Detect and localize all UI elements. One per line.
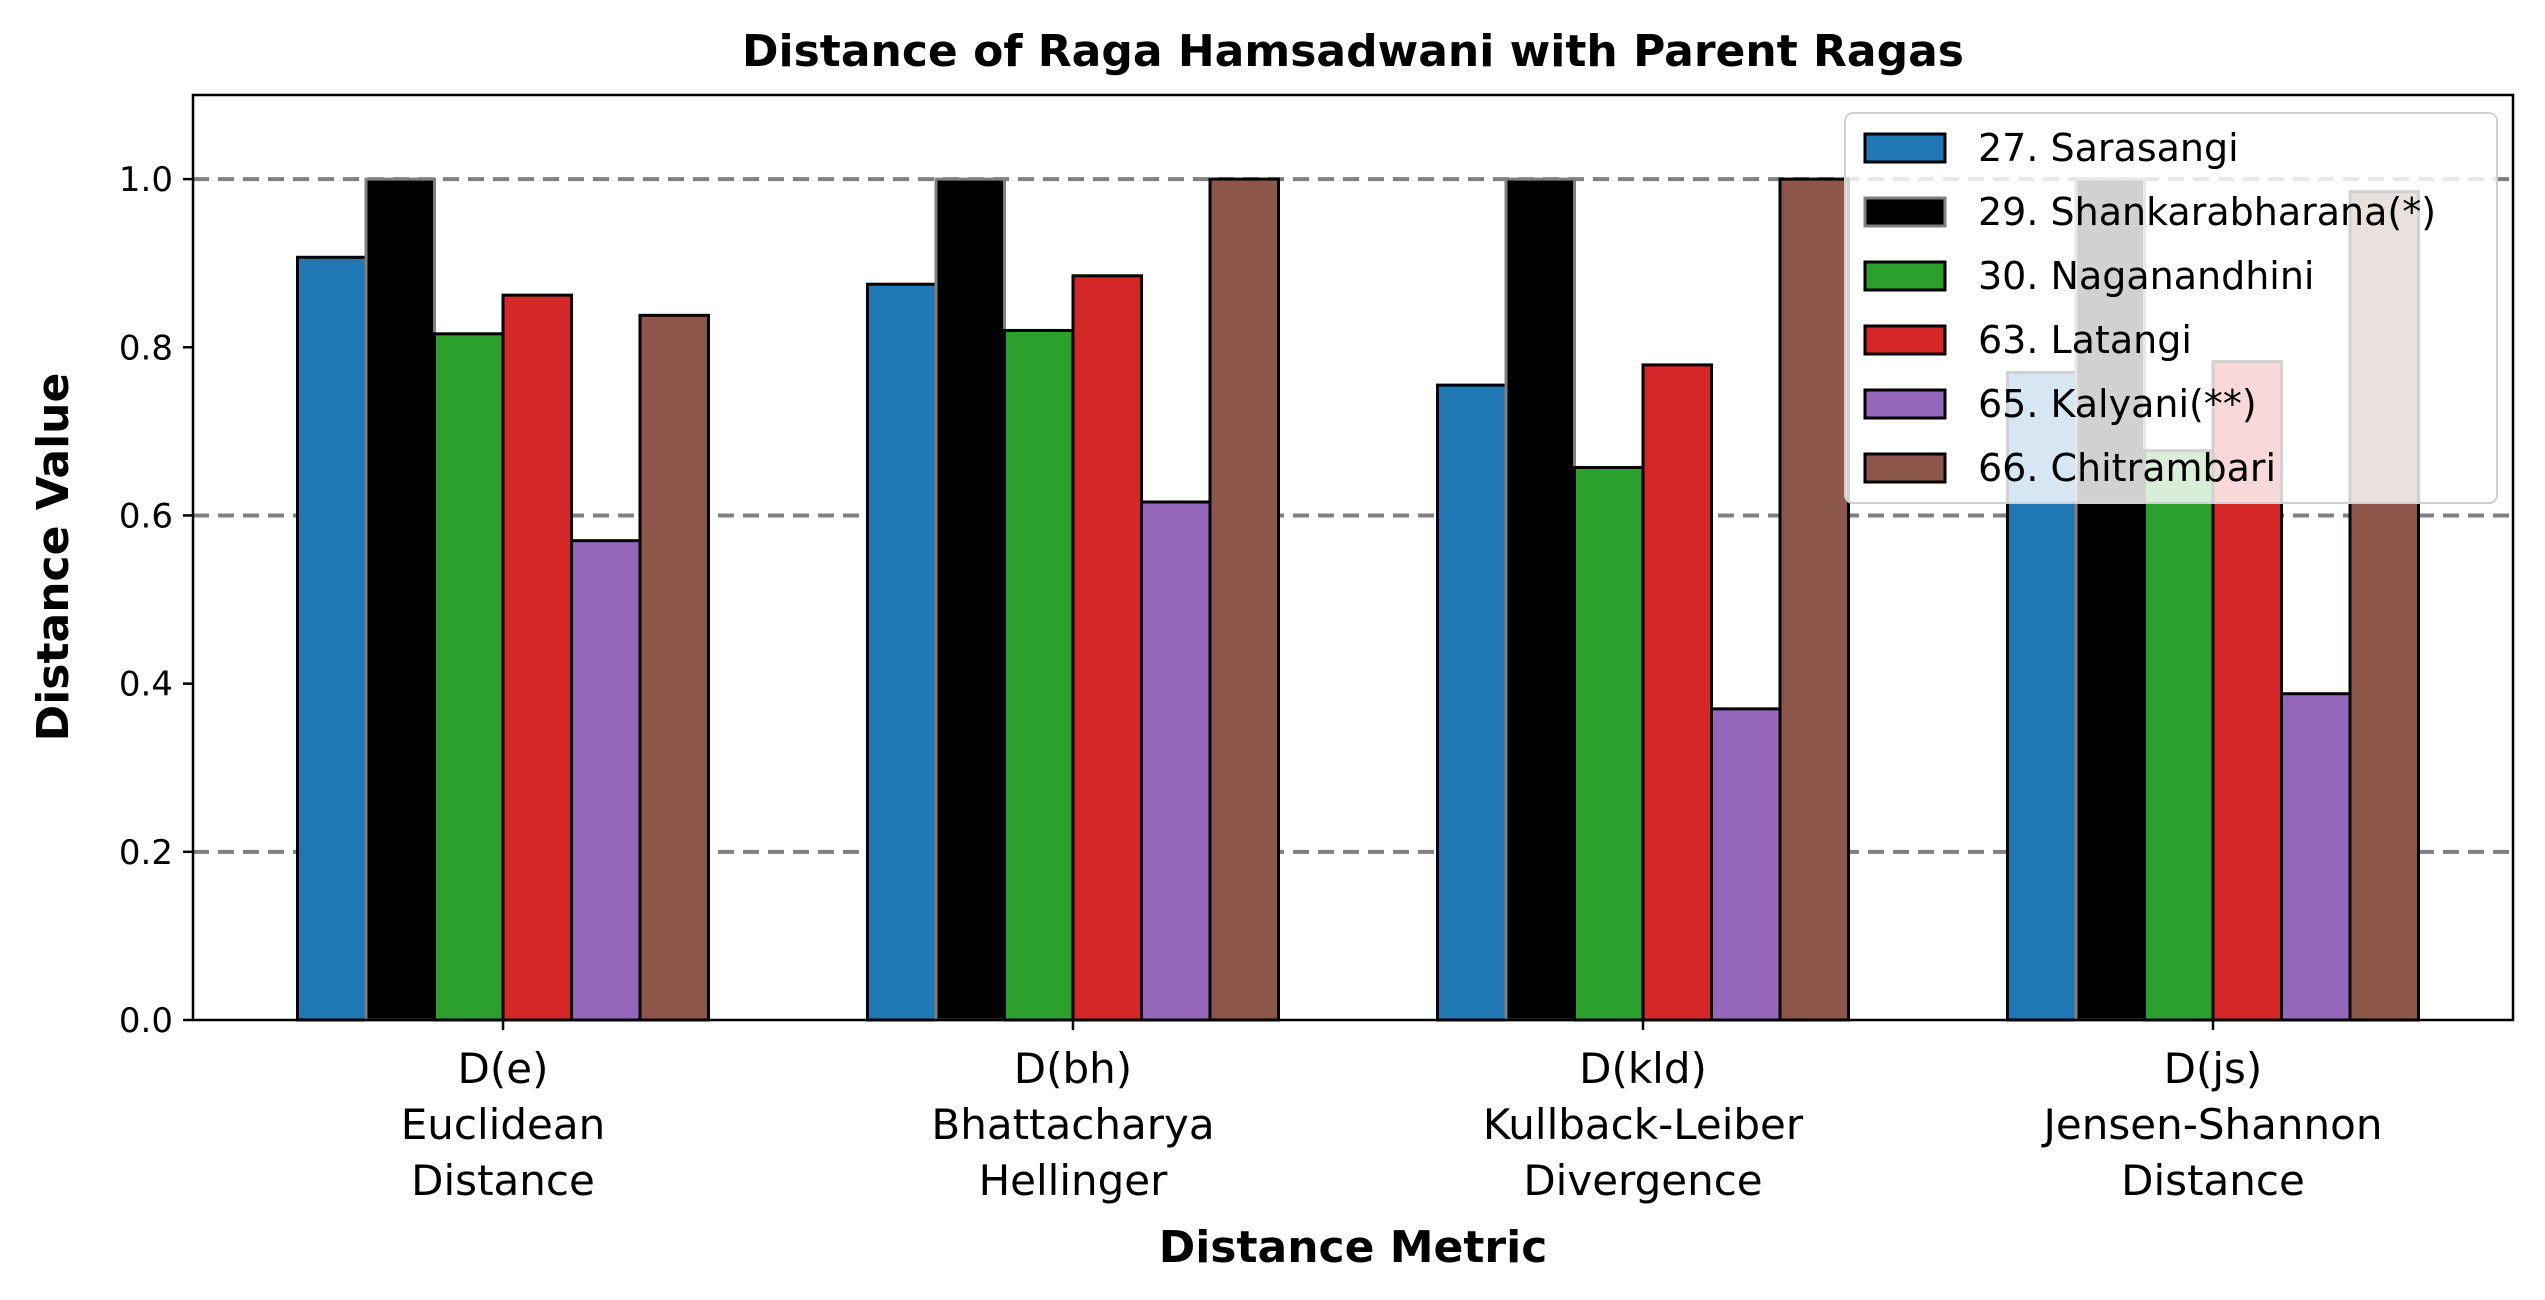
bars	[296, 177, 2420, 1022]
legend-swatch	[1863, 388, 1947, 420]
bar	[934, 177, 1006, 1022]
y-tick-label: 0.2	[119, 833, 173, 873]
legend-swatch	[1863, 324, 1947, 356]
x-category-label: Jensen-Shannon	[2041, 1100, 2383, 1149]
y-tick-label: 0.4	[119, 665, 173, 705]
x-category-label: Distance	[2121, 1156, 2305, 1205]
legend: 27. Sarasangi 29. Shankarabharana(*) 30. N…	[1844, 112, 2498, 504]
legend-label: 66. Chitrambari	[1978, 446, 2276, 490]
bar	[501, 293, 573, 1022]
legend-swatch	[1863, 452, 1947, 484]
x-category-label: D(e)	[458, 1044, 549, 1093]
bar	[433, 332, 505, 1022]
x-category-label: Euclidean	[401, 1100, 605, 1149]
bar	[638, 313, 710, 1022]
legend-label: 27. Sarasangi	[1978, 126, 2239, 170]
legend-label: 30. Naganandhini	[1978, 254, 2315, 298]
y-axis-ticks: 0.0 0.2 0.4 0.6 0.8 1.0	[119, 160, 193, 1041]
plot-frame	[191, 93, 2515, 1022]
legend-swatch	[1863, 260, 1947, 292]
x-category-label: Hellinger	[979, 1156, 1169, 1205]
bar	[1641, 363, 1713, 1022]
x-category-label: Kullback-Leiber	[1483, 1100, 1804, 1149]
bar	[2143, 449, 2215, 1022]
x-category-label: Divergence	[1523, 1156, 1762, 1205]
x-axis-ticks: D(e) Euclidean Distance D(bh) Bhattacharya He…	[401, 1020, 2383, 1205]
x-axis-title: Distance Metric	[1159, 1222, 1548, 1273]
y-tick-label: 0.0	[119, 1001, 173, 1041]
x-category-label: Distance	[411, 1156, 595, 1205]
bar	[1436, 383, 1508, 1022]
y-tick-label: 0.6	[119, 496, 173, 536]
bar	[364, 177, 436, 1022]
legend-box	[1844, 112, 2498, 504]
y-tick-label: 1.0	[119, 160, 173, 200]
x-category-label: D(kld)	[1579, 1044, 1707, 1093]
legend-label: 29. Shankarabharana(*)	[1978, 190, 2436, 234]
legend-swatch	[1863, 132, 1947, 164]
bar	[570, 539, 642, 1022]
x-category-label: Bhattacharya	[931, 1100, 1214, 1149]
bar	[1071, 274, 1143, 1022]
x-category-label: D(bh)	[1014, 1044, 1132, 1093]
bar	[1504, 177, 1576, 1022]
y-tick-label: 0.8	[119, 328, 173, 368]
bar	[296, 255, 368, 1022]
legend-label: 63. Latangi	[1978, 318, 2192, 362]
legend-label: 65. Kalyani(**)	[1978, 382, 2257, 426]
x-category-label: D(js)	[2164, 1044, 2263, 1093]
y-axis-title: Distance Value	[28, 373, 79, 742]
bar	[1573, 466, 1645, 1022]
chart-title: Distance of Raga Hamsadwani with Parent …	[742, 26, 1964, 77]
bar	[1778, 177, 1850, 1022]
bar	[1710, 707, 1782, 1022]
bar	[866, 282, 938, 1022]
legend-swatch	[1863, 196, 1947, 228]
bar	[1003, 328, 1075, 1022]
bar	[1208, 177, 1280, 1022]
bar	[2280, 692, 2352, 1022]
bar	[1140, 500, 1212, 1022]
